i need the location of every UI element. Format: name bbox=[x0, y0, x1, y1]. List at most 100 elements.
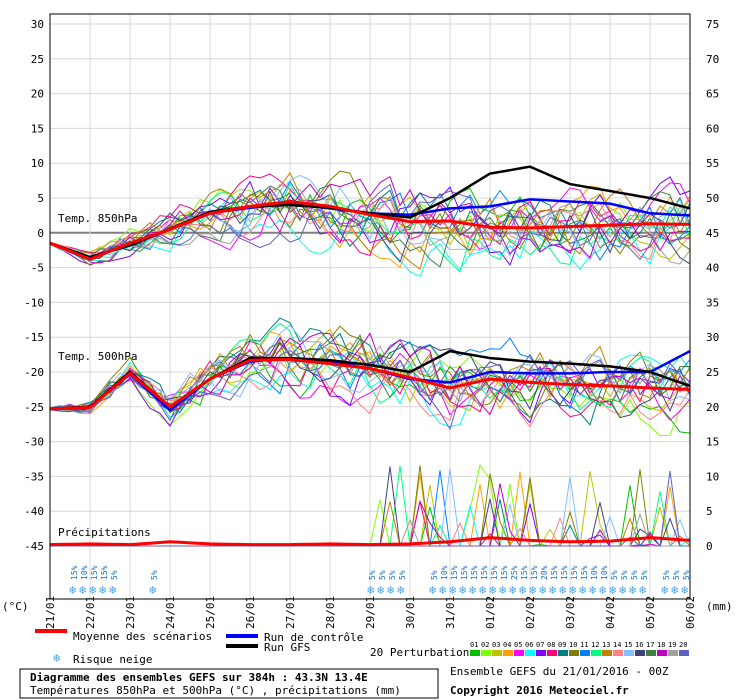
snow-risk-pct: 15% bbox=[460, 565, 469, 580]
snowflake-icon: ❄ bbox=[499, 583, 506, 597]
snow-risk-pct: 15% bbox=[490, 565, 499, 580]
perturbation-swatch bbox=[470, 650, 480, 656]
snowflake-icon: ❄ bbox=[509, 583, 516, 597]
snowflake-icon: ❄ bbox=[529, 583, 536, 597]
perturbation-swatch bbox=[492, 650, 502, 656]
right-tick-label: 50 bbox=[706, 192, 719, 205]
left-tick-label: -45 bbox=[24, 540, 44, 553]
perturbation-line-850 bbox=[49, 183, 691, 261]
perturbation-line-500 bbox=[49, 324, 691, 412]
snowflake-icon: ❄ bbox=[539, 583, 546, 597]
snow-risk-pct: 5% bbox=[368, 570, 377, 580]
legend-gfs-swatch bbox=[226, 644, 258, 648]
snowflake-icon: ❄ bbox=[377, 583, 384, 597]
perturbation-swatch bbox=[668, 650, 678, 656]
right-tick-label: 0 bbox=[706, 540, 713, 553]
x-tick-label: 06/02 bbox=[684, 596, 697, 629]
x-tick-label: 31/01 bbox=[444, 596, 457, 629]
left-tick-label: 30 bbox=[31, 18, 44, 31]
x-tick-label: 03/02 bbox=[564, 596, 577, 629]
snow-risk-pct: 5% bbox=[430, 570, 439, 580]
x-tick-label: 05/02 bbox=[644, 596, 657, 629]
right-tick-label: 60 bbox=[706, 122, 719, 135]
perturbation-swatch bbox=[591, 650, 601, 656]
copyright: Copyright 2016 Meteociel.fr bbox=[450, 684, 629, 697]
snowflake-icon: ❄ bbox=[367, 583, 374, 597]
chart-subtitle: Températures 850hPa et 500hPa (°C) , pré… bbox=[30, 684, 401, 697]
snow-risk-pct: 10% bbox=[590, 565, 599, 580]
perturbation-line-500 bbox=[49, 317, 691, 426]
perturbation-swatch bbox=[503, 650, 513, 656]
x-tick-label: 27/01 bbox=[284, 596, 297, 629]
perturbation-swatch bbox=[481, 650, 491, 656]
left-tick-label: -40 bbox=[24, 505, 44, 518]
left-tick-label: 10 bbox=[31, 157, 44, 170]
snowflake-icon: ❄ bbox=[89, 583, 96, 597]
left-tick-label: -10 bbox=[24, 296, 44, 309]
right-tick-label: 10 bbox=[706, 470, 719, 483]
snowflake-icon: ❄ bbox=[661, 583, 668, 597]
snowflake-icon: ❄ bbox=[559, 583, 566, 597]
snowflake-icon: ❄ bbox=[387, 583, 394, 597]
snowflake-icon: ❄ bbox=[589, 583, 596, 597]
snowflake-icon: ❄ bbox=[609, 583, 616, 597]
snow-risk-pct: 15% bbox=[500, 565, 509, 580]
left-tick-label: 20 bbox=[31, 88, 44, 101]
label-precipitations: Précipitations bbox=[58, 526, 151, 539]
chart-title: Diagramme des ensembles GEFS sur 384h : … bbox=[30, 671, 368, 684]
left-tick-label: 0 bbox=[37, 227, 44, 240]
legend-perturbations-label: 20 Perturbations bbox=[370, 646, 476, 659]
left-tick-label: -20 bbox=[24, 366, 44, 379]
legend-gfs-label: Run GFS bbox=[264, 641, 310, 654]
snow-risk-pct: 15% bbox=[100, 565, 109, 580]
x-tick-label: 30/01 bbox=[404, 596, 417, 629]
perturbation-swatch-label: 06 bbox=[525, 641, 533, 649]
plot-frame bbox=[49, 13, 691, 600]
snowflake-icon: ❄ bbox=[439, 583, 446, 597]
snowflake-icon: ❄ bbox=[479, 583, 486, 597]
snowflake-icon: ❄ bbox=[449, 583, 456, 597]
perturbation-swatch bbox=[646, 650, 656, 656]
snow-risk-pct: 15% bbox=[570, 565, 579, 580]
snow-risk-pct: 5% bbox=[630, 570, 639, 580]
snow-risk-pct: 15% bbox=[480, 565, 489, 580]
label-temp-850: Temp. 850hPa bbox=[58, 212, 137, 225]
x-tick-label: 26/01 bbox=[244, 596, 257, 629]
snow-risk-pct: 20% bbox=[540, 565, 549, 580]
right-tick-label: 5 bbox=[706, 505, 713, 518]
perturbation-line-850 bbox=[49, 172, 691, 270]
legend-mean-label: Moyenne des scénarios bbox=[73, 630, 212, 643]
snow-risk-pct: 10% bbox=[440, 565, 449, 580]
x-axis-ticks: 21/01 22/01 23/01 24/01 25/01 26/01 27/01 28/01… bbox=[44, 596, 697, 629]
snowflake-icon: ❄ bbox=[459, 583, 466, 597]
right-tick-label: 45 bbox=[706, 227, 719, 240]
label-temp-500: Temp. 500hPa bbox=[58, 350, 137, 363]
perturbation-swatch-label: 18 bbox=[657, 641, 665, 649]
snow-risk-pct: 15% bbox=[90, 565, 99, 580]
perturbation-swatch bbox=[514, 650, 524, 656]
snowflake-icon: ❄ bbox=[569, 583, 576, 597]
perturbation-swatch-label: 05 bbox=[514, 641, 522, 649]
snow-risk-pct: 5% bbox=[620, 570, 629, 580]
snowflake-icon: ❄ bbox=[429, 583, 436, 597]
right-tick-label: 35 bbox=[706, 296, 719, 309]
right-tick-label: 55 bbox=[706, 157, 719, 170]
snow-risk-markers: 15%❄10%❄15%❄15%❄5%❄5%❄5%❄5%❄5%❄5%❄5%❄10%… bbox=[69, 565, 691, 597]
snow-risk-pct: 15% bbox=[470, 565, 479, 580]
right-tick-label: 15 bbox=[706, 436, 719, 449]
perturbation-swatch-label: 04 bbox=[503, 641, 511, 649]
snowflake-icon: ❄ bbox=[619, 583, 626, 597]
perturbation-swatch-label: 07 bbox=[536, 641, 544, 649]
perturbation-swatch-label: 15 bbox=[624, 641, 632, 649]
left-tick-label: 25 bbox=[31, 53, 44, 66]
snow-risk-pct: 5% bbox=[388, 570, 397, 580]
legend-mean-swatch bbox=[35, 629, 67, 633]
snowflake-icon: ❄ bbox=[579, 583, 586, 597]
snow-risk-pct: 5% bbox=[378, 570, 387, 580]
perturbation-swatch bbox=[547, 650, 557, 656]
left-tick-label: -35 bbox=[24, 470, 44, 483]
x-tick-label: 04/02 bbox=[604, 596, 617, 629]
legend-control-swatch bbox=[226, 634, 258, 638]
snow-risk-pct: 15% bbox=[560, 565, 569, 580]
